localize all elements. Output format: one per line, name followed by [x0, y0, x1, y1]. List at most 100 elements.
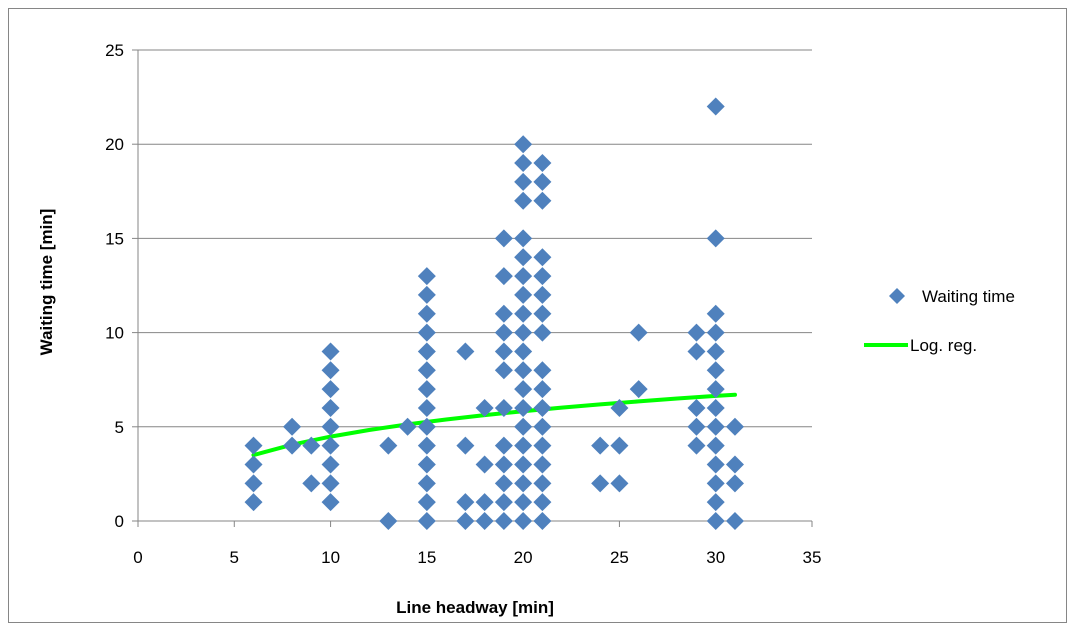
scatter-point — [494, 474, 513, 493]
scatter-point — [629, 323, 648, 342]
scatter-point — [533, 474, 552, 493]
scatter-point — [417, 436, 436, 455]
scatter-point — [533, 285, 552, 304]
scatter-point — [244, 474, 263, 493]
legend-label-log-reg: Log. reg. — [910, 336, 977, 355]
scatter-point — [321, 417, 340, 436]
scatter-point — [514, 342, 533, 361]
scatter-point — [706, 361, 725, 380]
scatter-point — [475, 493, 494, 512]
scatter-point — [687, 436, 706, 455]
scatter-point — [417, 398, 436, 417]
scatter-point — [494, 304, 513, 323]
scatter-series — [244, 97, 744, 530]
scatter-point — [706, 474, 725, 493]
scatter-point — [514, 512, 533, 530]
x-tick-label-20: 20 — [514, 548, 533, 567]
x-tick-label-30: 30 — [706, 548, 725, 567]
scatter-point — [321, 380, 340, 399]
scatter-point — [533, 398, 552, 417]
scatter-point — [610, 474, 629, 493]
scatter-point — [321, 342, 340, 361]
scatter-point — [514, 474, 533, 493]
scatter-point — [321, 436, 340, 455]
scatter-point — [417, 267, 436, 286]
scatter-point — [687, 398, 706, 417]
scatter-point — [533, 512, 552, 530]
x-tick-label-0: 0 — [133, 548, 142, 567]
scatter-point — [514, 191, 533, 210]
scatter-point — [398, 417, 417, 436]
scatter-point — [706, 493, 725, 512]
x-axis-title: Line headway [min] — [396, 598, 554, 617]
x-tick-label-5: 5 — [230, 548, 239, 567]
scatter-point — [533, 417, 552, 436]
y-tick-label-10: 10 — [105, 324, 124, 343]
y-tick-labels: 0 5 10 15 20 25 — [105, 41, 124, 531]
scatter-point — [514, 380, 533, 399]
scatter-point — [514, 493, 533, 512]
scatter-point — [417, 380, 436, 399]
scatter-point — [456, 436, 475, 455]
x-tick-label-35: 35 — [803, 548, 822, 567]
scatter-point — [610, 436, 629, 455]
scatter-point — [514, 398, 533, 417]
scatter-point — [494, 267, 513, 286]
scatter-point — [514, 455, 533, 474]
legend-marker-waiting-time — [889, 288, 905, 304]
scatter-point — [417, 361, 436, 380]
scatter-point — [321, 398, 340, 417]
scatter-point — [533, 493, 552, 512]
scatter-point — [417, 474, 436, 493]
scatter-point — [417, 323, 436, 342]
scatter-point — [379, 436, 398, 455]
scatter-point — [321, 474, 340, 493]
scatter-point — [725, 417, 744, 436]
scatter-point — [687, 342, 706, 361]
scatter-point — [514, 135, 533, 154]
x-tick-label-15: 15 — [417, 548, 436, 567]
scatter-point — [475, 512, 494, 530]
scatter-point — [687, 417, 706, 436]
scatter-point — [244, 493, 263, 512]
scatter-point — [706, 229, 725, 248]
scatter-point — [706, 436, 725, 455]
x-tick-labels: 0 5 10 15 20 25 30 35 — [133, 548, 821, 567]
scatter-point — [706, 323, 725, 342]
scatter-point — [494, 342, 513, 361]
y-tick-label-5: 5 — [115, 418, 124, 437]
scatter-point — [591, 474, 610, 493]
y-tick-label-25: 25 — [105, 41, 124, 60]
scatter-point — [706, 398, 725, 417]
scatter-point — [514, 323, 533, 342]
scatter-point — [514, 154, 533, 173]
scatter-point — [302, 474, 321, 493]
scatter-point — [725, 474, 744, 493]
scatter-point — [321, 493, 340, 512]
scatter-point — [456, 512, 475, 530]
scatter-point — [533, 172, 552, 191]
scatter-point — [456, 493, 475, 512]
scatter-point — [494, 493, 513, 512]
scatter-point — [494, 323, 513, 342]
scatter-point — [494, 398, 513, 417]
scatter-point — [533, 361, 552, 380]
scatter-point — [417, 304, 436, 323]
scatter-point — [514, 248, 533, 267]
scatter-point — [494, 455, 513, 474]
scatter-point — [533, 380, 552, 399]
scatter-point — [302, 436, 321, 455]
scatter-point — [591, 436, 610, 455]
scatter-point — [514, 229, 533, 248]
scatter-point — [514, 285, 533, 304]
scatter-point — [321, 455, 340, 474]
scatter-point — [244, 455, 263, 474]
scatter-point — [379, 512, 398, 530]
x-tick-label-10: 10 — [321, 548, 340, 567]
axes — [132, 49, 813, 527]
scatter-point — [706, 417, 725, 436]
scatter-point — [533, 154, 552, 173]
scatter-point — [321, 361, 340, 380]
scatter-point — [514, 436, 533, 455]
